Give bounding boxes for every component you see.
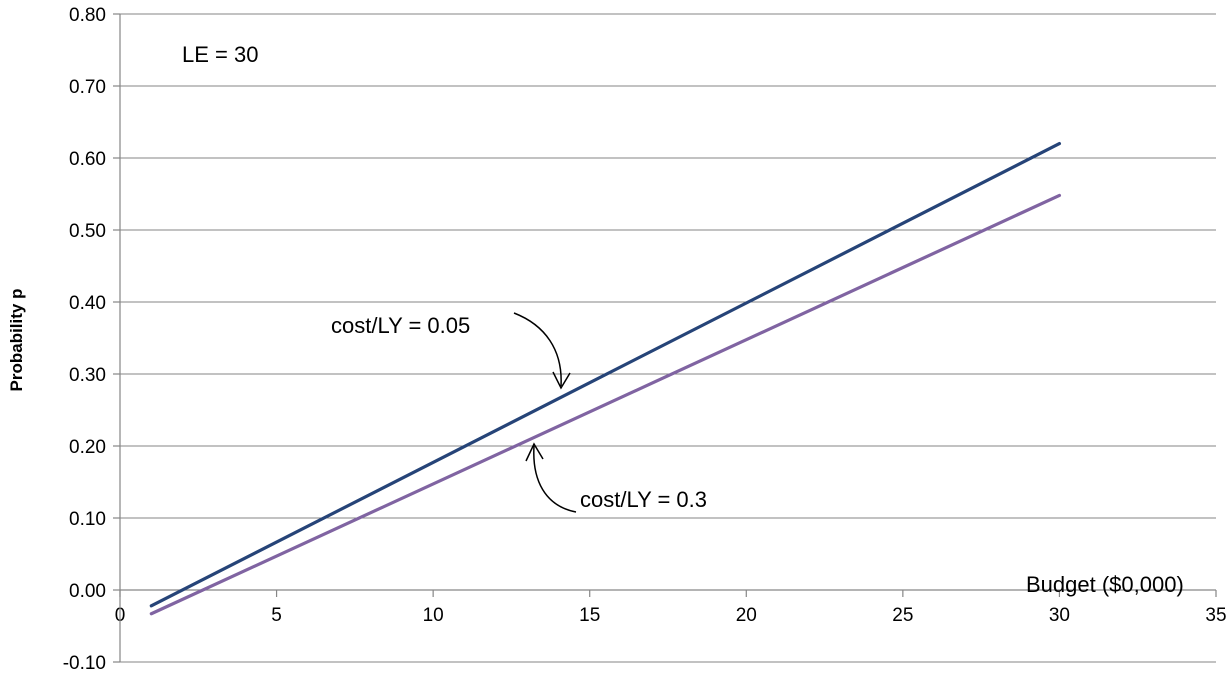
y-tick-label-5: 0.40	[69, 293, 106, 314]
y-tick-label-0: -0.10	[63, 653, 106, 674]
y-axis-tick-labels: -0.10 0.00 0.10 0.20 0.30 0.40 0.50 0.60 0.70 0.8…	[63, 5, 120, 674]
y-tick-label-8: 0.70	[69, 77, 106, 98]
y-axis-label: Probability p	[7, 289, 26, 392]
series-1-arrowhead	[552, 371, 571, 390]
horizontal-gridlines	[120, 13, 1216, 663]
y-tick-label-2: 0.10	[69, 509, 106, 530]
x-tick-label-6: 30	[1049, 605, 1070, 626]
x-tick-label-2: 10	[423, 605, 444, 626]
x-axis-label: Budget ($0,000)	[1026, 572, 1184, 597]
series-1-annotation-arrow	[513, 312, 562, 387]
series-2-annotation: cost/LY = 0.3	[580, 487, 707, 512]
series-2-annotation-arrow	[533, 445, 577, 513]
x-tick-label-7: 35	[1205, 605, 1226, 626]
x-tick-label-5: 25	[892, 605, 913, 626]
le-annotation: LE = 30	[182, 42, 258, 67]
series-lines	[149, 142, 1062, 616]
series-line-2	[149, 193, 1062, 616]
y-tick-label-7: 0.60	[69, 149, 106, 170]
y-tick-label-6: 0.50	[69, 221, 106, 242]
x-tick-label-4: 20	[736, 605, 757, 626]
y-tick-label-4: 0.30	[69, 365, 106, 386]
axes	[119, 14, 1216, 662]
series-2-arrowhead	[525, 442, 544, 462]
series-line-1	[149, 142, 1062, 608]
y-tick-label-1: 0.00	[69, 581, 106, 602]
x-tick-label-3: 15	[579, 605, 600, 626]
x-tick-label-1: 5	[271, 605, 282, 626]
y-tick-label-9: 0.80	[69, 5, 106, 26]
series-1-annotation: cost/LY = 0.05	[331, 313, 470, 338]
y-tick-label-3: 0.20	[69, 437, 106, 458]
